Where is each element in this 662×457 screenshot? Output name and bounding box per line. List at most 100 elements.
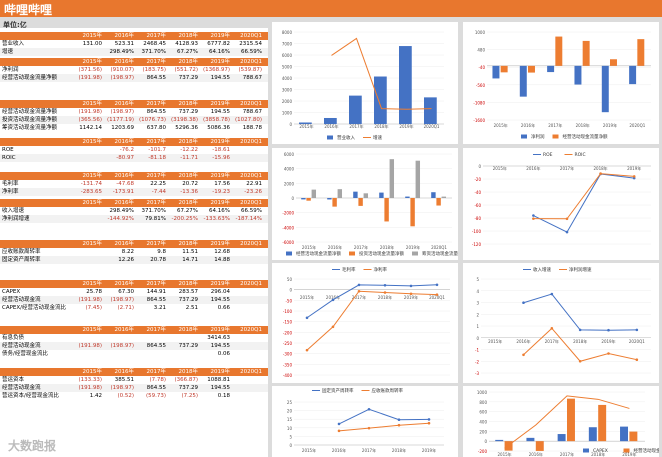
x-tick-label: 2017年 <box>560 451 574 457</box>
y-tick-label: 0 <box>291 196 294 201</box>
bar <box>601 65 609 113</box>
data-point <box>337 422 341 426</box>
series-line <box>523 293 637 331</box>
table-t8: 2015年 2016年 2017年 2018年 2019年 2020Q1 CAPEX 25.7… <box>0 280 268 312</box>
bar <box>349 95 362 124</box>
table-row: 有息负债 3414.63 <box>0 334 268 342</box>
x-tick-label: 2016年 <box>332 447 346 453</box>
table-cell: (539.87) <box>238 67 262 73</box>
table-cell: (191.98) <box>78 109 102 115</box>
data-point <box>532 214 535 217</box>
header-cell: 2019年 <box>210 173 231 179</box>
table-cell <box>232 384 264 392</box>
bar <box>327 198 332 200</box>
x-tick-label: 2015年 <box>299 123 313 129</box>
data-point <box>305 316 309 320</box>
table-row: ROE -76.2 -101.7 -12.22 -18.61 <box>0 146 268 154</box>
table-cell: 0.18 <box>217 393 230 399</box>
header-cell: 2020Q1 <box>240 33 262 39</box>
header-cell: 2017年 <box>146 200 167 206</box>
table-t3: 2015年 2016年 2017年 2018年 2019年 2020Q1 经营活动现金流量净… <box>0 100 268 132</box>
header-cell: 2017年 <box>146 369 167 375</box>
x-tick-label: 2017年 <box>560 165 574 171</box>
header-cell: 2018年 <box>178 33 199 39</box>
table-cell: 14.88 <box>214 257 230 263</box>
table-header: 2015年 2016年 2017年 2018年 2019年 2020Q1 <box>0 240 268 248</box>
table-cell <box>232 342 264 350</box>
header-cell: 2016年 <box>114 33 135 39</box>
header-cell: 2019年 <box>210 33 231 39</box>
header-cell: 2016年 <box>114 327 135 333</box>
bar <box>547 65 555 73</box>
bar <box>410 198 415 227</box>
bar <box>374 76 387 124</box>
data-point <box>409 292 413 296</box>
table-cell: 298.49% <box>109 49 134 55</box>
x-tick-label: 2015年 <box>300 294 314 300</box>
table-cell: -7.44 <box>151 189 166 195</box>
table-cell: 64.16% <box>209 208 230 214</box>
data-point <box>427 418 431 421</box>
y-tick-label: 800 <box>479 400 487 405</box>
table-cell: (7.25) <box>181 393 198 399</box>
table-cell <box>72 350 104 358</box>
table-t1: 2015年 2016年 2017年 2018年 2019年 2020Q1 营业收入 131.0… <box>0 32 268 56</box>
table-row: 收入增速 298.49% 371.70% 67.27% 64.16% 66.59% <box>0 207 268 215</box>
header-cell: 2019年 <box>210 101 231 107</box>
legend-swatch <box>583 448 589 453</box>
table-cell <box>136 334 168 342</box>
bar <box>492 65 500 79</box>
legend-label: ROIC <box>575 152 586 158</box>
row-label: ROE <box>2 147 14 153</box>
data-point <box>578 328 582 332</box>
y-tick-label: 20 <box>287 409 293 414</box>
table-cell: 194.55 <box>210 109 230 115</box>
header-cell: 2020Q1 <box>240 101 262 107</box>
table-cell <box>232 392 264 400</box>
table-t7: 2015年 2016年 2017年 2018年 2019年 2020Q1 应收账款周转率 8.… <box>0 240 268 264</box>
table-cell: 2.51 <box>185 305 198 311</box>
table-cell: -23.26 <box>244 189 262 195</box>
table-cell <box>72 48 104 56</box>
header-cell: 2020Q1 <box>240 241 262 247</box>
y-tick-label: 8000 <box>282 30 293 35</box>
y-tick-label: 6000 <box>282 53 293 58</box>
table-row: 经营活动现金流 (191.98) (198.97) 864.55 737.29 194.5… <box>0 342 268 350</box>
table-t10: 2015年 2016年 2017年 2018年 2019年 2020Q1 营运资本 (133.… <box>0 368 268 400</box>
y-tick-label: -50 <box>285 298 292 303</box>
row-label: 净利润增速 <box>2 216 30 222</box>
legend-label: 毛利率 <box>342 266 356 273</box>
table-cell <box>168 334 200 342</box>
legend-swatch <box>623 448 630 453</box>
table-cell: 67.30 <box>118 289 134 295</box>
y-tick-label: -3 <box>475 371 479 376</box>
table-cell: 296.04 <box>210 289 230 295</box>
table-cell: (3198.38) <box>170 117 198 123</box>
data-point <box>427 421 431 425</box>
data-point <box>383 291 387 294</box>
x-tick-label: 2019年 <box>601 338 615 344</box>
series-line <box>338 408 430 425</box>
table-cell: (1368.97) <box>202 67 230 73</box>
header-cell: 2020Q1 <box>240 327 262 333</box>
header-cell: 2015年 <box>82 281 103 287</box>
chart-margins: -400 -350 -300 -250 -200 -150 -100 -50 0 50 2015年 2… <box>272 263 458 383</box>
legend-label: 净利润 <box>531 133 545 140</box>
y-tick-label: -2000 <box>282 211 294 216</box>
table-cell: 4128.93 <box>175 41 198 47</box>
table-row: ROIC -80.97 -81.18 -11.71 -15.96 <box>0 154 268 162</box>
bar <box>500 65 508 73</box>
header-cell: 2017年 <box>146 33 167 39</box>
row-label: 收入增速 <box>2 208 25 214</box>
table-cell: (198.97) <box>110 385 134 391</box>
header-cell: 2017年 <box>146 327 167 333</box>
table-cell: 11.51 <box>182 249 198 255</box>
table-cell: (1027.80) <box>234 117 262 123</box>
row-label: 增速 <box>2 49 14 55</box>
table-cell: -101.7 <box>148 147 166 153</box>
table-cell <box>232 296 264 304</box>
header-cell: 2019年 <box>210 59 231 65</box>
series-line <box>504 395 630 449</box>
table-cell <box>232 350 264 358</box>
y-tick-label: -1600 <box>473 118 485 123</box>
